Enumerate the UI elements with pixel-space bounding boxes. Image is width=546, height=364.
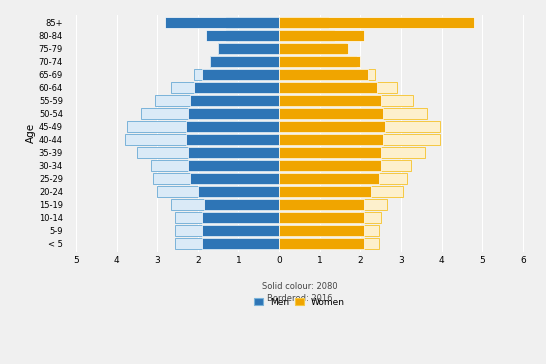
Bar bbox=[279, 17, 328, 28]
Bar bbox=[279, 69, 375, 80]
Y-axis label: Age: Age bbox=[26, 123, 36, 143]
Legend: Men, Women: Men, Women bbox=[252, 296, 347, 309]
Bar bbox=[279, 121, 440, 132]
Bar bbox=[279, 225, 378, 236]
Bar bbox=[137, 147, 279, 158]
Bar bbox=[279, 108, 383, 119]
Bar bbox=[210, 56, 279, 67]
Bar bbox=[189, 95, 279, 106]
Bar bbox=[279, 121, 385, 132]
Bar bbox=[279, 160, 381, 171]
Bar bbox=[279, 147, 381, 158]
Bar bbox=[175, 225, 279, 236]
Bar bbox=[279, 147, 425, 158]
Bar bbox=[202, 238, 279, 249]
Bar bbox=[279, 30, 334, 41]
Bar bbox=[279, 134, 440, 145]
Bar bbox=[279, 173, 378, 184]
Bar bbox=[279, 186, 371, 197]
Bar bbox=[171, 199, 279, 210]
Text: Solid colour: 2080
Bordered: 2016: Solid colour: 2080 Bordered: 2016 bbox=[262, 282, 337, 303]
Bar bbox=[194, 82, 279, 93]
Bar bbox=[155, 95, 279, 106]
Bar bbox=[206, 30, 279, 41]
Bar bbox=[165, 17, 279, 28]
Bar bbox=[194, 69, 279, 80]
Bar bbox=[279, 134, 383, 145]
Bar bbox=[186, 121, 279, 132]
Bar bbox=[279, 17, 474, 28]
Bar bbox=[151, 160, 279, 171]
Bar bbox=[210, 56, 279, 67]
Bar bbox=[226, 30, 279, 41]
Bar bbox=[279, 173, 407, 184]
Bar bbox=[202, 212, 279, 223]
Bar bbox=[204, 199, 279, 210]
Bar bbox=[202, 69, 279, 80]
Bar bbox=[279, 212, 381, 223]
Bar bbox=[279, 82, 377, 93]
Bar bbox=[279, 95, 413, 106]
Bar bbox=[202, 225, 279, 236]
Bar bbox=[188, 108, 279, 119]
Bar bbox=[279, 82, 397, 93]
Bar bbox=[175, 238, 279, 249]
Bar bbox=[175, 212, 279, 223]
Bar bbox=[157, 186, 279, 197]
Bar bbox=[279, 30, 364, 41]
Bar bbox=[198, 186, 279, 197]
Bar bbox=[188, 160, 279, 171]
Bar bbox=[127, 121, 279, 132]
Bar bbox=[279, 69, 369, 80]
Bar bbox=[279, 199, 364, 210]
Bar bbox=[279, 238, 378, 249]
Bar bbox=[279, 160, 411, 171]
Bar bbox=[218, 43, 279, 54]
Bar bbox=[188, 147, 279, 158]
Bar bbox=[141, 108, 279, 119]
Bar bbox=[279, 56, 360, 67]
Bar bbox=[279, 95, 381, 106]
Bar bbox=[279, 43, 348, 54]
Bar bbox=[279, 43, 346, 54]
Bar bbox=[124, 134, 279, 145]
Bar bbox=[279, 199, 387, 210]
Bar bbox=[171, 82, 279, 93]
Bar bbox=[186, 134, 279, 145]
Bar bbox=[279, 108, 428, 119]
Bar bbox=[279, 225, 364, 236]
Bar bbox=[279, 238, 364, 249]
Bar bbox=[279, 56, 357, 67]
Bar bbox=[153, 173, 279, 184]
Bar bbox=[189, 173, 279, 184]
Bar bbox=[279, 186, 403, 197]
Bar bbox=[218, 43, 279, 54]
Bar bbox=[279, 212, 364, 223]
Bar bbox=[226, 17, 279, 28]
